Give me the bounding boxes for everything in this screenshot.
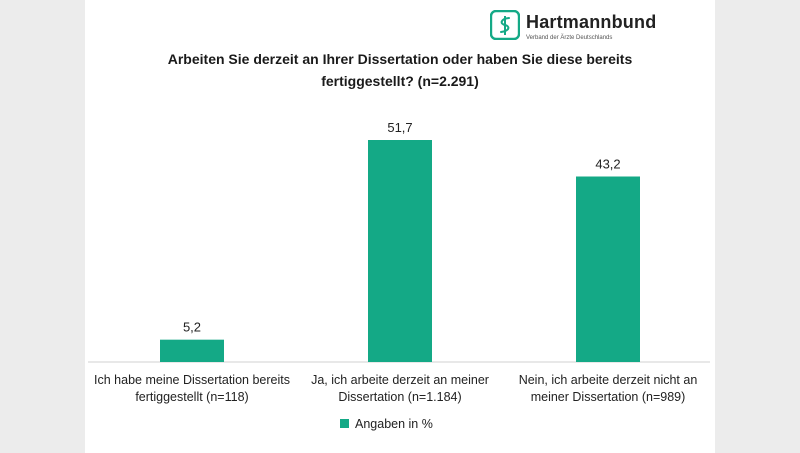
legend-label: Angaben in % [355,416,433,431]
data-labels-layer: 5,2 51,7 43,2 [183,120,621,335]
logo-subtitle: Verband der Ärzte Deutschlands [526,35,613,41]
bar-1 [160,339,224,362]
legend: Angaben in % [340,415,433,431]
bar-2 [368,140,432,362]
data-label-2: 51,7 [387,120,412,135]
data-label-1: 5,2 [183,320,201,335]
category-label-3: Nein, ich arbeite derzeit nicht an meine… [518,373,698,404]
category-label-1: Ich habe meine Dissertation bereits fert… [94,373,290,404]
aesculapian-staff-icon [490,10,520,40]
data-label-3: 43,2 [595,156,620,171]
bars-layer [160,140,640,362]
chart-title: Arbeiten Sie derzeit an Ihrer Dissertati… [167,51,633,89]
hartmannbund-logo: Hartmannbund Verband der Ärzte Deutschla… [490,10,656,50]
legend-swatch [340,419,349,429]
bar-3 [576,176,640,362]
logo-name: Hartmannbund [526,12,657,32]
category-label-2: Ja, ich arbeite derzeit an meiner Disser… [311,373,489,404]
